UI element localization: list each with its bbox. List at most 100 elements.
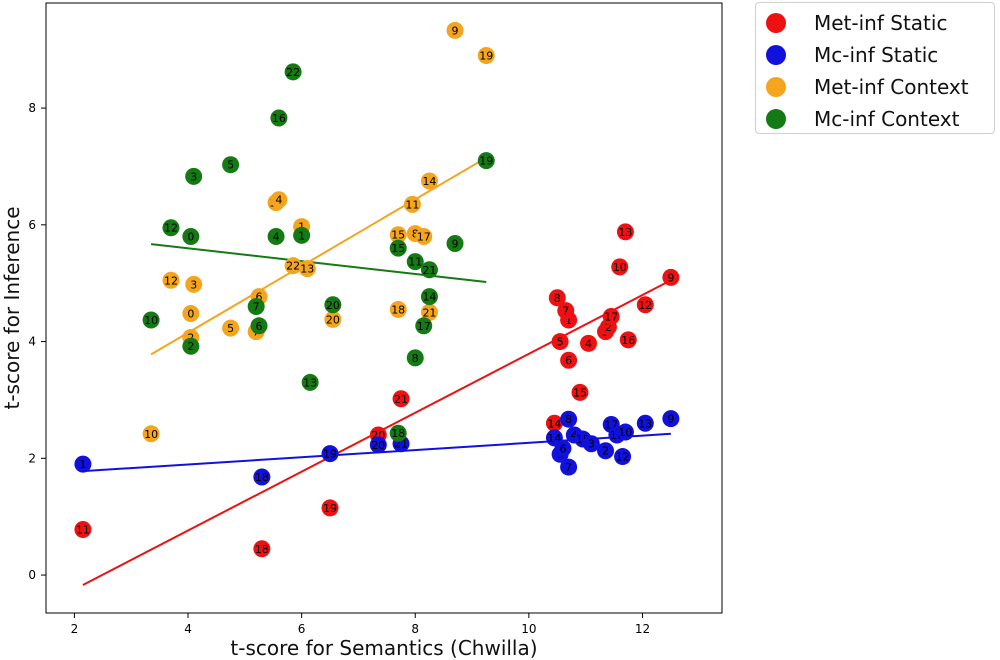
data-point (301, 373, 319, 391)
point-label: 2 (605, 321, 612, 334)
data-point (392, 390, 410, 408)
point-label: 20 (371, 439, 385, 452)
point-label: 0 (187, 230, 194, 243)
data-point (253, 540, 271, 558)
data-point (636, 296, 654, 314)
point-label: 6 (565, 354, 572, 367)
x-tick-label: 2 (71, 622, 79, 636)
data-point (662, 410, 680, 428)
data-point (545, 414, 563, 432)
data-point (560, 410, 578, 428)
legend-label: Mc-inf Context (814, 107, 960, 131)
data-point (182, 227, 200, 245)
point-label: 18 (255, 543, 269, 556)
point-label: 10 (613, 261, 627, 274)
data-point (389, 300, 407, 318)
legend-label: Met-inf Static (814, 11, 948, 35)
point-label: 4 (275, 194, 282, 207)
point-label: 7 (562, 305, 569, 318)
data-point (74, 455, 92, 473)
data-point (369, 436, 387, 454)
point-label: 15 (391, 242, 405, 255)
data-point (284, 63, 302, 81)
data-point (267, 227, 285, 245)
point-label: 20 (326, 313, 340, 326)
data-points: 1118192021141565432161781712101391181920… (74, 21, 680, 558)
data-point (477, 152, 495, 170)
point-label: 11 (76, 524, 90, 537)
legend-label: Mc-inf Static (814, 43, 939, 67)
x-tick-label: 12 (635, 622, 650, 636)
data-point (446, 21, 464, 39)
point-label: 19 (479, 155, 493, 168)
point-label: 6 (256, 291, 263, 304)
data-point (389, 226, 407, 244)
point-label: 2 (602, 445, 609, 458)
data-point (420, 172, 438, 190)
y-tick-label: 8 (28, 101, 36, 115)
point-label: 8 (554, 292, 561, 305)
y-tick-label: 4 (28, 335, 36, 349)
y-tick-label: 6 (28, 218, 36, 232)
data-point (560, 458, 578, 476)
point-label: 1 (298, 229, 305, 242)
point-label: 13 (303, 376, 317, 389)
data-point (619, 331, 637, 349)
data-point (557, 302, 575, 320)
data-point (185, 167, 203, 185)
point-label: 1 (565, 314, 572, 327)
data-point (270, 191, 288, 209)
data-point (602, 307, 620, 325)
data-point (182, 305, 200, 323)
y-axis-label: t-score for Inference (0, 207, 24, 410)
data-point (406, 349, 424, 367)
y-tick-label: 0 (28, 568, 36, 582)
legend-label: Met-inf Context (814, 75, 969, 99)
point-label: 12 (164, 274, 178, 287)
point-label: 9 (667, 271, 674, 284)
data-point (614, 448, 632, 466)
data-point (247, 298, 265, 316)
series-points: 101220357616412213201518118172114919 (142, 21, 495, 443)
y-tick-label: 2 (28, 451, 36, 465)
data-point (420, 303, 438, 321)
data-point (321, 499, 339, 517)
point-label: 17 (417, 320, 431, 333)
point-label: 4 (273, 230, 280, 243)
data-point (403, 195, 421, 213)
data-point (551, 333, 569, 351)
data-point (321, 445, 339, 463)
point-label: 19 (323, 448, 337, 461)
point-label: 22 (286, 260, 300, 273)
data-point (182, 337, 200, 355)
point-label: 3 (190, 170, 197, 183)
data-point (582, 435, 600, 453)
point-label: 6 (559, 442, 566, 455)
point-label: 18 (255, 471, 269, 484)
point-label: 5 (227, 322, 234, 335)
point-label: 14 (547, 417, 561, 430)
data-point (636, 414, 654, 432)
legend-marker (766, 77, 786, 97)
point-label: 9 (667, 413, 674, 426)
point-label: 21 (422, 264, 436, 277)
data-point (253, 468, 271, 486)
x-tick-label: 6 (298, 622, 306, 636)
data-point (616, 423, 634, 441)
point-label: 18 (391, 427, 405, 440)
data-point (324, 296, 342, 314)
point-label: 4 (571, 429, 578, 442)
point-label: 1 (79, 458, 86, 471)
data-point (420, 288, 438, 306)
data-point (611, 258, 629, 276)
trend-line (150, 156, 487, 356)
data-point (284, 257, 302, 275)
data-point (548, 289, 566, 307)
point-label: 11 (405, 198, 419, 211)
plot-area (45, 2, 723, 614)
data-point (142, 425, 160, 443)
point-label: 20 (326, 299, 340, 312)
point-label: 8 (412, 228, 419, 241)
